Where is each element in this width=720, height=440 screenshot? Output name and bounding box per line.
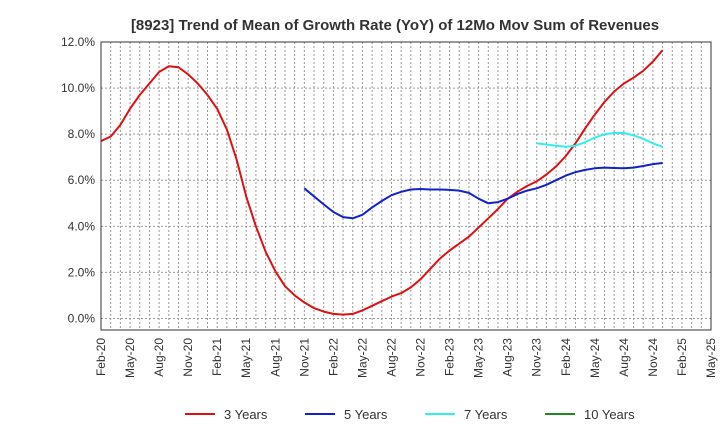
x-tick-label: Nov-21 (297, 338, 311, 377)
legend-label: 3 Years (224, 407, 268, 422)
x-tick-label: Feb-20 (94, 338, 108, 376)
x-tick-label: Feb-22 (326, 338, 340, 376)
legend: 3 Years 5 Years 7 Years 10 Years (185, 407, 635, 422)
legend-label: 7 Years (464, 407, 508, 422)
series-line-3-years (100, 49, 664, 316)
plot-area (101, 42, 711, 330)
x-tick-label: Nov-23 (530, 338, 544, 377)
x-axis: Feb-20 May-20 Aug-20 Nov-20 Feb-21 May-21 Aug-… (94, 338, 718, 378)
x-tick-label: May-21 (239, 338, 253, 378)
y-axis: 0.0% 2.0% 4.0% 6.0% 8.0% 10.0% 12.0% (61, 35, 95, 325)
y-tick-label: 6.0% (68, 173, 96, 187)
x-tick-label: Feb-21 (210, 338, 224, 376)
x-tick-label: May-20 (123, 338, 137, 378)
x-tick-label: Nov-20 (181, 338, 195, 377)
y-tick-label: 0.0% (68, 311, 96, 325)
legend-label: 5 Years (344, 407, 388, 422)
x-tick-label: May-22 (355, 338, 369, 378)
y-tick-label: 2.0% (68, 265, 96, 279)
x-tick-label: Feb-24 (559, 338, 573, 376)
x-tick-label: Aug-21 (268, 338, 282, 377)
x-tick-label: Aug-24 (617, 338, 631, 377)
y-tick-label: 4.0% (68, 219, 96, 233)
x-tick-label: Aug-23 (501, 338, 515, 377)
plot-frame (100, 41, 712, 331)
y-tick-label: 10.0% (61, 81, 95, 95)
series-line-5-years (303, 162, 663, 220)
legend-label: 10 Years (584, 407, 635, 422)
x-tick-label: May-25 (704, 338, 718, 378)
x-tick-label: Aug-22 (384, 338, 398, 377)
series-lines (100, 49, 664, 316)
x-tick-label: May-24 (588, 338, 602, 378)
x-tick-label: May-23 (472, 338, 486, 378)
x-tick-label: Nov-22 (414, 338, 428, 377)
x-tick-label: Aug-20 (152, 338, 166, 377)
x-tick-label: Feb-23 (443, 338, 457, 376)
x-tick-label: Feb-25 (675, 338, 689, 376)
y-tick-label: 12.0% (61, 35, 95, 49)
x-tick-label: Nov-24 (646, 338, 660, 377)
y-tick-label: 8.0% (68, 127, 96, 141)
series-line-7-years (536, 132, 663, 148)
chart-title: [8923] Trend of Mean of Growth Rate (YoY… (131, 17, 659, 34)
